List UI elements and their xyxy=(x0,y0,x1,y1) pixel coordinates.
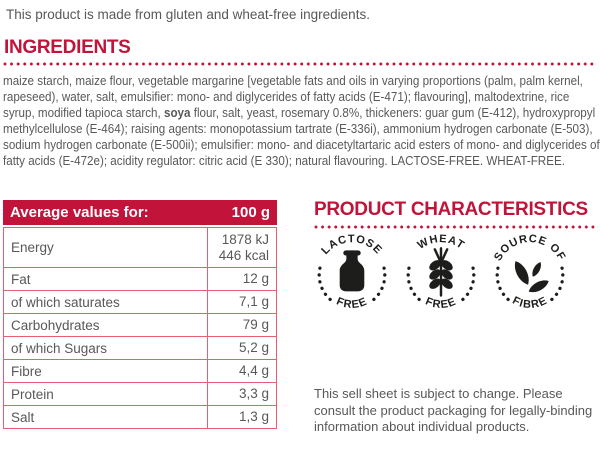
nutrition-column: Average values for: 100 g Energy 1878 kJ… xyxy=(3,200,277,436)
table-header-value: 100 g xyxy=(231,204,270,222)
badge-row: LACTOSE FREE WHEAT FREE xyxy=(311,234,597,316)
wheat-ear-icon xyxy=(429,247,453,298)
dotted-divider xyxy=(314,225,597,230)
characteristics-column: PRODUCT CHARACTERISTICS LACTOSE FREE xyxy=(314,200,597,436)
ingredients-heading: INGREDIENTS xyxy=(4,37,131,58)
lower-columns: Average values for: 100 g Energy 1878 kJ… xyxy=(3,200,597,436)
row-value: 4,4 g xyxy=(207,359,277,384)
soya-allergen-bold: soya xyxy=(163,104,191,120)
badge-source-of-fibre: SOURCE OF FIBRE xyxy=(492,234,568,312)
svg-text:FIBRE: FIBRE xyxy=(510,295,549,312)
row-label: Salt xyxy=(3,405,208,430)
characteristics-heading: PRODUCT CHARACTERISTICS xyxy=(314,199,588,221)
table-row: Carbohydrates 79 g xyxy=(3,313,277,338)
badge-text-bottom: FREE xyxy=(335,296,369,312)
dotted-ring xyxy=(317,266,387,303)
row-label: Carbohydrates xyxy=(3,313,208,338)
row-value: 3,3 g xyxy=(207,382,277,407)
nutrition-table-header: Average values for: 100 g xyxy=(3,200,277,226)
row-value: 1,3 g xyxy=(207,405,277,430)
row-label: of which saturates xyxy=(3,290,208,315)
dotted-ring xyxy=(495,266,565,303)
nutrition-table: Energy 1878 kJ 446 kcal Fat 12 g of whic… xyxy=(3,227,277,430)
table-row: of which Sugars 5,2 g xyxy=(3,336,277,361)
row-label: Energy xyxy=(3,227,208,269)
svg-text:FREE: FREE xyxy=(335,296,370,312)
dotted-divider xyxy=(3,62,597,66)
table-row: Fat 12 g xyxy=(3,267,277,292)
ingredients-text-part1: maize starch, maize flour, vegetable mar… xyxy=(3,73,583,120)
table-row: Salt 1,3 g xyxy=(3,405,277,430)
row-value: 1878 kJ 446 kcal xyxy=(207,227,277,269)
leaves-icon xyxy=(511,259,551,296)
row-value: 12 g xyxy=(207,267,277,292)
row-label: Fibre xyxy=(3,359,208,384)
row-label: of which Sugars xyxy=(3,336,208,361)
dotted-ring xyxy=(406,266,476,303)
row-value: 79 g xyxy=(207,313,277,338)
table-row: Fibre 4,4 g xyxy=(3,359,277,384)
badge-text-top: SOURCE OF xyxy=(492,234,567,263)
intro-text: This product is made from gluten and whe… xyxy=(6,7,370,22)
svg-text:SOURCE OF: SOURCE OF xyxy=(492,234,568,263)
table-row: Protein 3,3 g xyxy=(3,382,277,407)
svg-text:FREE: FREE xyxy=(424,296,459,312)
disclaimer-text: This sell sheet is subject to change. Pl… xyxy=(314,386,593,435)
badge-wheat-free: WHEAT FREE xyxy=(406,234,476,312)
badge-lactose-free: LACTOSE FREE xyxy=(317,234,387,312)
table-row: of which saturates 7,1 g xyxy=(3,290,277,315)
ingredients-paragraph: maize starch, maize flour, vegetable mar… xyxy=(3,73,600,168)
badge-text-bottom: FIBRE xyxy=(510,295,548,312)
row-label: Protein xyxy=(3,382,208,407)
table-row: Energy 1878 kJ 446 kcal xyxy=(3,227,277,269)
table-header-label: Average values for: xyxy=(10,204,149,222)
badge-text-bottom: FREE xyxy=(424,296,458,312)
milk-bottle-icon xyxy=(339,250,365,292)
row-value: 5,2 g xyxy=(207,336,277,361)
row-label: Fat xyxy=(3,267,208,292)
row-value: 7,1 g xyxy=(207,290,277,315)
ingredients-text-part2: flour, salt, yeast, rosemary 0.8%, thick… xyxy=(3,104,600,168)
